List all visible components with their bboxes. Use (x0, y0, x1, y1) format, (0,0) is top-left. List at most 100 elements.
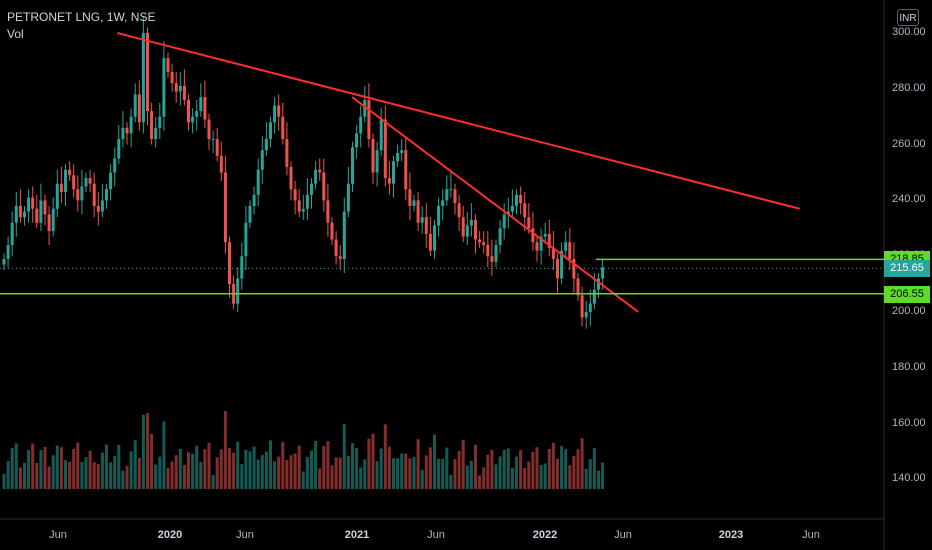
candle-body (191, 116, 195, 123)
volume-bar (338, 457, 342, 489)
volume-bar (474, 444, 477, 489)
volume-bar (248, 451, 252, 489)
candle-body (96, 205, 100, 212)
candle-body (109, 172, 113, 190)
currency-selector[interactable]: INR (897, 9, 919, 26)
candle-body (133, 94, 137, 117)
candle-body (502, 214, 506, 229)
volume-bar (96, 463, 100, 489)
symbol-title[interactable]: PETRONET LNG, 1W, NSE (7, 10, 156, 24)
candle-body (474, 219, 477, 240)
volume-bar (100, 452, 104, 489)
candle-body (392, 161, 395, 184)
volume-bar (289, 455, 293, 489)
volume-bar (219, 449, 223, 489)
volume-bar (519, 450, 523, 489)
volume-bar (527, 461, 531, 489)
candle-body (43, 200, 47, 215)
candle-body (400, 150, 404, 153)
candle-body (174, 83, 178, 92)
candle-body (203, 97, 207, 120)
candle-body (297, 200, 301, 212)
volume-bar (133, 440, 137, 489)
candle-body (228, 242, 231, 285)
price-tick-label: 140.00 (892, 472, 926, 485)
volume-bar (506, 448, 510, 489)
price-tick-label: 280.00 (892, 81, 926, 94)
volume-label[interactable]: Vol (7, 27, 24, 41)
candle-body (236, 278, 240, 304)
candle-body (277, 105, 281, 117)
volume-bar (453, 459, 457, 489)
candle-body (178, 86, 182, 92)
candle-body (420, 217, 424, 223)
candle-body (576, 278, 580, 296)
volume-bar (211, 475, 215, 489)
volume-bar (568, 465, 572, 489)
candle-body (363, 99, 367, 117)
volume-bar (269, 440, 272, 489)
volume-bar (195, 445, 199, 489)
volume-bar (572, 455, 576, 489)
candle-body (6, 245, 10, 259)
volume-bar (535, 447, 539, 489)
candle-body (55, 183, 59, 209)
volume-bar (318, 468, 322, 489)
volume-bar (310, 450, 313, 489)
price-tick-label: 300.00 (892, 26, 926, 38)
candle-body (121, 127, 125, 140)
candle-body (322, 172, 326, 201)
time-tick-label: Jun (49, 529, 67, 541)
volume-bar (379, 448, 383, 489)
volume-bar (51, 455, 55, 489)
time-tick-label: Jun (236, 529, 254, 541)
volume-bar (2, 473, 6, 489)
time-tick-label: Jun (427, 529, 445, 541)
volume-bar (523, 468, 527, 489)
volume-bar (92, 462, 96, 489)
volume-bar (592, 448, 596, 489)
candle-body (215, 139, 219, 156)
volume-bar (240, 464, 244, 489)
candle-body (592, 289, 596, 304)
volume-bar (64, 460, 67, 489)
candle-body (289, 166, 293, 190)
volume-bar (55, 445, 59, 489)
candle-body (564, 242, 568, 251)
candle-body (117, 139, 121, 159)
volume-bar (260, 454, 264, 489)
candle-body (314, 169, 318, 184)
candle-body (461, 217, 465, 237)
volume-bar (76, 442, 80, 489)
candle-body (269, 122, 272, 140)
time-tick-label: 2023 (718, 529, 744, 541)
volume-bar (510, 467, 514, 489)
volume-bar (59, 447, 63, 489)
volume-bar (351, 443, 354, 489)
volume-bar (424, 455, 428, 489)
volume-bar (359, 467, 363, 489)
candle-body (535, 242, 539, 251)
candle-body (408, 189, 412, 206)
volume-bar (437, 458, 441, 489)
candle-body (465, 225, 469, 237)
candle-body (150, 111, 154, 140)
volume-bar (80, 462, 84, 489)
candle-body (158, 116, 162, 128)
volume-bar (515, 456, 518, 489)
volume-bar (88, 450, 92, 489)
candle-body (498, 228, 502, 246)
candle-body (187, 99, 190, 123)
candle-body (428, 233, 432, 251)
volume-bar (27, 450, 31, 489)
volume-bar (182, 465, 186, 489)
candle-body (510, 205, 514, 212)
candle-body (129, 116, 133, 134)
candle-body (486, 245, 490, 257)
trendline-2 (351, 96, 639, 313)
candle-body (469, 219, 473, 226)
candle-body (523, 203, 527, 218)
candle-body (137, 94, 141, 123)
volume-bar (457, 451, 461, 489)
